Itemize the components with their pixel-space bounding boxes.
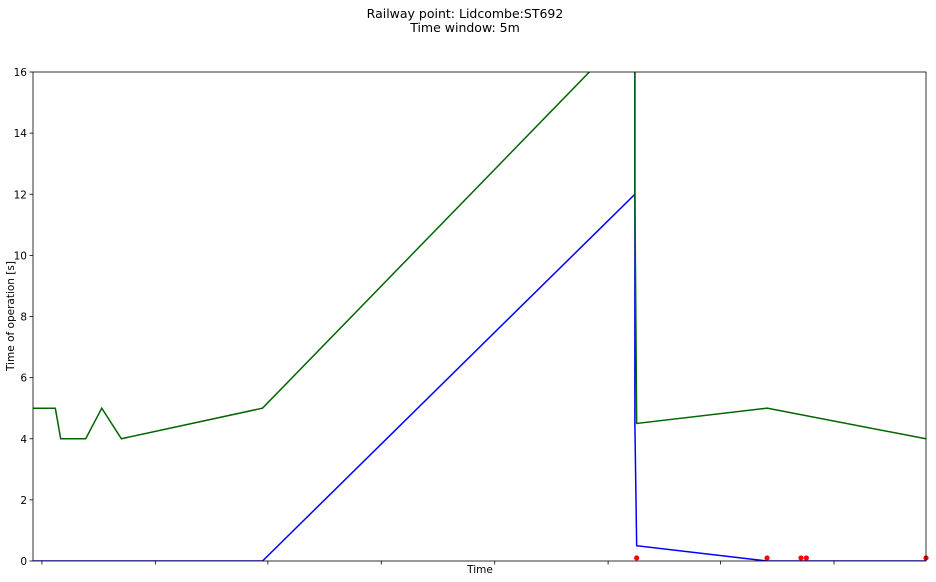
event-marker [634,555,640,561]
event-marker [803,555,809,561]
y-tick-label: 6 [20,373,27,385]
y-tick-label: 0 [20,556,27,568]
y-tick-label: 12 [14,189,27,201]
y-tick-label: 14 [14,128,28,140]
y-tick-label: 4 [20,434,27,446]
series-line-0 [33,72,926,561]
chart-title: Railway point: Lidcombe:ST692 [367,6,564,21]
y-tick-label: 10 [14,250,27,262]
y-tick-label: 2 [20,495,27,507]
chart-subtitle: Time window: 5m [409,20,520,35]
x-axis-label: Time [466,564,493,576]
event-marker [764,555,770,561]
event-marker [798,555,804,561]
axes-frame [32,71,927,562]
y-tick-label: 8 [20,312,27,324]
series-line-1 [33,72,926,440]
y-axis-label: Time of operation [s] [5,261,17,372]
plot-area: 0 2 4 6 8 10 12 14 16 [14,67,929,568]
y-tick-label: 16 [14,67,28,79]
